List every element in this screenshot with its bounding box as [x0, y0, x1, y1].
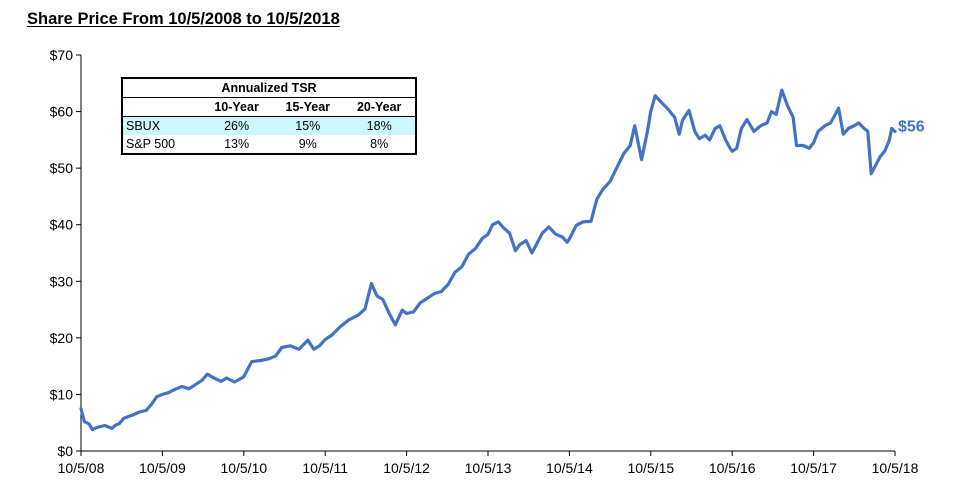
sbux-price-line	[79, 88, 897, 432]
tsr-cell: 13%	[224, 137, 250, 151]
y-tick-label: $30	[50, 273, 74, 289]
x-tick-label: 10/5/18	[872, 460, 919, 476]
y-axis: $0 $10 $20 $30 $40 $50 $60 $70	[50, 47, 82, 459]
tsr-cell: 26%	[201, 116, 273, 135]
tsr-row-sp500: S&P 500 13% 9% 8%	[122, 135, 416, 154]
x-tick-label: 10/5/16	[709, 460, 756, 476]
tsr-row-label: S&P 500	[126, 137, 176, 151]
y-tick-label: $60	[50, 104, 74, 120]
tsr-col-10-year: 10-Year	[201, 97, 273, 117]
y-tick-label: $40	[50, 217, 74, 233]
x-tick-label: 10/5/17	[790, 460, 837, 476]
y-tick-label: $50	[50, 160, 74, 176]
y-tick-label: $20	[50, 330, 74, 346]
tsr-cell: 18%	[343, 116, 416, 135]
tsr-row-label: SBUX	[122, 116, 201, 135]
x-tick-label: 10/5/08	[58, 460, 105, 476]
tsr-cell: 9%	[298, 137, 317, 151]
tsr-row-sbux: SBUX 26% 15% 18%	[122, 116, 416, 135]
y-tick-label: $10	[50, 386, 74, 402]
chart-title: Share Price From 10/5/2008 to 10/5/2018	[27, 10, 340, 28]
y-tick-label: $70	[50, 47, 74, 63]
x-tick-label: 10/5/15	[627, 460, 674, 476]
tsr-table-title: Annualized TSR	[122, 78, 416, 98]
end-price-label: $56	[898, 118, 925, 135]
x-axis: 10/5/08 10/5/09 10/5/10 10/5/11 10/5/12 10/5/…	[58, 450, 919, 476]
annualized-tsr-table: Annualized TSR 10-Year 15-Year 20-Year S…	[121, 77, 417, 155]
tsr-cell: 8%	[370, 137, 389, 151]
tsr-corner-cell	[122, 97, 201, 117]
x-tick-label: 10/5/09	[139, 460, 186, 476]
x-tick-label: 10/5/13	[465, 460, 512, 476]
x-tick-label: 10/5/12	[383, 460, 430, 476]
tsr-col-15-year: 15-Year	[272, 97, 344, 117]
tsr-cell: 15%	[272, 116, 344, 135]
x-tick-label: 10/5/11	[302, 460, 348, 476]
y-tick-label: $0	[57, 443, 73, 459]
tsr-col-20-year: 20-Year	[343, 97, 416, 117]
x-tick-label: 10/5/14	[546, 460, 593, 476]
x-tick-label: 10/5/10	[220, 460, 267, 476]
